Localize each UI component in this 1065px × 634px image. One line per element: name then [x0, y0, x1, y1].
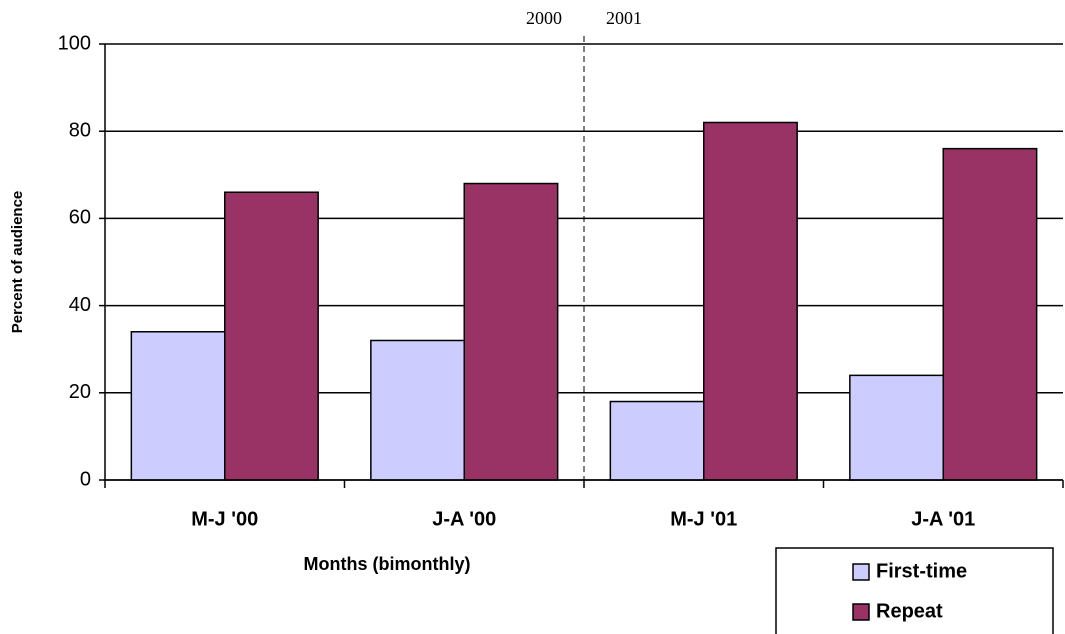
y-tick-label: 100: [58, 32, 91, 54]
bar: [942, 147, 1038, 481]
annotation: 2001: [606, 8, 642, 28]
bar: [849, 374, 944, 481]
bar: [224, 191, 319, 481]
bar: [463, 182, 559, 481]
y-tick-label: 0: [80, 468, 91, 490]
legend-label: Repeat: [876, 600, 943, 622]
x-tick-label: M-J '01: [670, 508, 737, 530]
bar: [703, 121, 798, 481]
legend-box: [775, 547, 1054, 634]
bar: [609, 400, 705, 481]
y-tick-label: 40: [69, 294, 91, 316]
x-axis-title: Months (bimonthly): [304, 554, 471, 574]
y-tick-label: 20: [69, 381, 91, 403]
x-tick-label: J-A '01: [911, 508, 975, 530]
x-tick-label: M-J '00: [191, 508, 258, 530]
y-tick-label: 60: [69, 207, 91, 229]
legend-label: First-time: [876, 560, 967, 582]
legend-swatch: [852, 563, 870, 581]
legend-swatch: [852, 603, 870, 621]
x-tick-label: J-A '00: [432, 508, 496, 530]
bar: [130, 331, 226, 481]
annotation: 2000: [526, 8, 562, 28]
y-axis-title: Percent of audience: [9, 191, 26, 334]
y-tick-label: 80: [69, 119, 91, 141]
bar: [370, 339, 465, 481]
